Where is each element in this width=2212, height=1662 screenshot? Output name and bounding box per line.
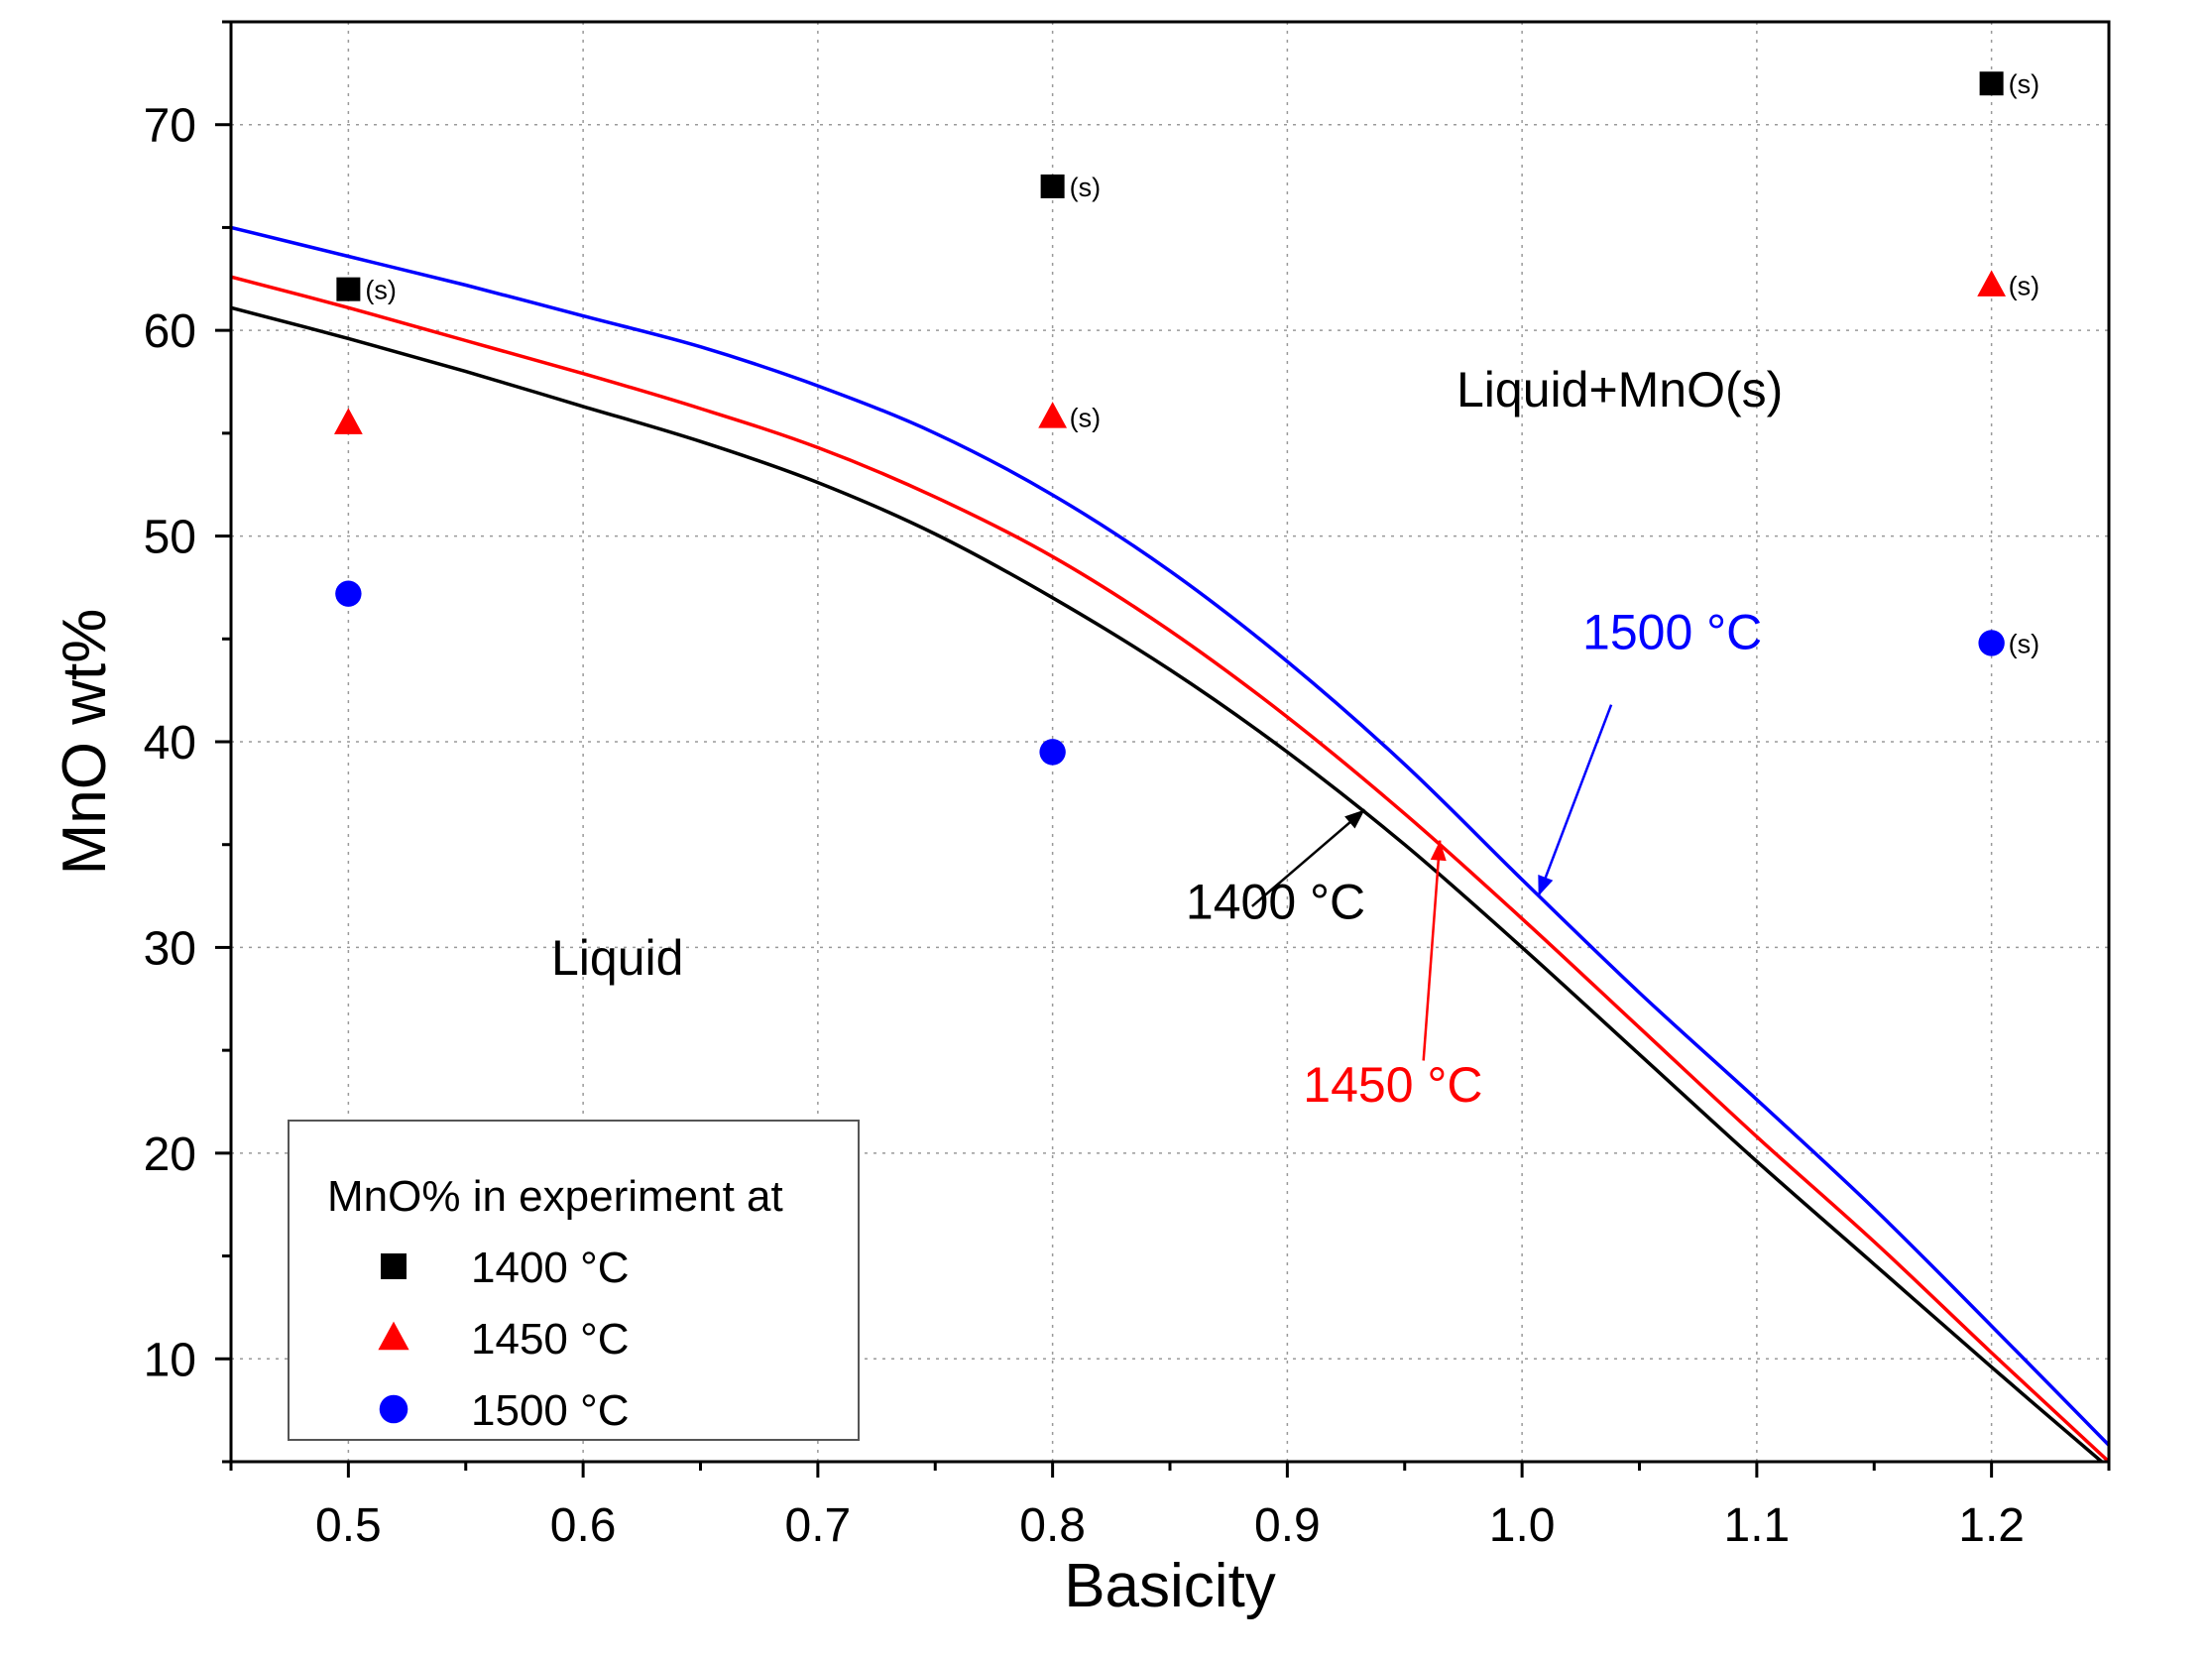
legend-marker-square: [381, 1253, 407, 1279]
y-tick-label: 50: [144, 512, 196, 564]
annotation-arrow-head: [1430, 840, 1447, 862]
solid-tag-label: (s): [1070, 403, 1101, 432]
y-tick-label: 60: [144, 305, 196, 358]
x-tick-label: 0.6: [550, 1499, 617, 1552]
legend-entry-label: 1450 °C: [471, 1315, 629, 1364]
solid-tag-label: (s): [1070, 173, 1101, 202]
annotation-arrow-head: [1538, 875, 1554, 896]
legend-marker-circle: [379, 1394, 408, 1424]
solid-tag-label: (s): [2009, 69, 2039, 99]
annotation-arrow-head: [1344, 809, 1365, 829]
experiment-marker-triangle: [333, 408, 363, 434]
region-label-liquid-mno: Liquid+MnO(s): [1456, 362, 1783, 417]
experiment-marker-triangle: [1977, 270, 2007, 297]
phase-boundary-curves: [231, 225, 2109, 1462]
curve-annotations: 1400 °C 1450 °C 1500 °C: [1186, 605, 1762, 1113]
x-tick-label: 0.7: [785, 1499, 852, 1552]
legend-box: [288, 1120, 860, 1441]
legend: MnO% in experiment at 1400 °C 1450 °C 1500…: [288, 1120, 860, 1441]
annotation-arrow-line: [1422, 840, 1442, 1061]
annotation-arrow-line: [1251, 808, 1366, 907]
y-tick-label: 70: [144, 100, 196, 153]
annotation-label-1450-c: 1450 °C: [1303, 1057, 1482, 1113]
solid-tag-label: (s): [2009, 629, 2039, 658]
x-tick-label: 1.2: [1958, 1499, 2025, 1552]
axis-ticks: [215, 20, 2111, 1478]
annotation-label-1400-c: 1400 °C: [1186, 874, 1365, 929]
experiment-marker-square: [1040, 174, 1065, 198]
solid-tag-label: (s): [365, 276, 396, 305]
x-tick-label: 0.5: [315, 1499, 382, 1552]
region-label-liquid: Liquid: [551, 930, 683, 986]
x-tick-label: 1.0: [1489, 1499, 1556, 1552]
experiment-marker-circle: [335, 580, 362, 607]
experiment-marker-circle: [1039, 739, 1066, 766]
experiment-marker-circle: [1978, 630, 2005, 656]
annotation-label-1500-c: 1500 °C: [1582, 605, 1762, 660]
y-axis-title: MnO wt%: [51, 609, 119, 876]
experiment-markers: (s) (s) (s) (s) (s) (s): [333, 69, 2039, 766]
legend-entry-label: 1400 °C: [471, 1244, 629, 1292]
x-tick-label: 1.1: [1724, 1499, 1791, 1552]
curve-1450-c: [231, 275, 2109, 1462]
x-tick-label: 0.9: [1254, 1499, 1321, 1552]
curve-1500-c: [231, 225, 2109, 1447]
y-tick-label: 30: [144, 922, 196, 975]
experiment-marker-square: [1979, 71, 2004, 96]
legend-entries: 1400 °C 1450 °C 1500 °C: [378, 1244, 629, 1435]
x-tick-label: 0.8: [1019, 1499, 1086, 1552]
y-tick-label: 10: [144, 1334, 196, 1386]
experiment-marker-square: [336, 277, 361, 301]
legend-title: MnO% in experiment at: [327, 1172, 783, 1221]
solid-tag-label: (s): [2009, 272, 2039, 301]
axis-tick-labels: 0.5 0.6 0.7 0.8 0.9 1.0 1.1 1.2 10 20 30 40 50 60 70: [144, 100, 2025, 1552]
y-tick-label: 40: [144, 717, 196, 770]
curve-1400-c: [231, 305, 2105, 1462]
y-tick-label: 20: [144, 1128, 196, 1181]
legend-entry-label: 1500 °C: [471, 1386, 629, 1435]
annotation-arrow-line: [1537, 704, 1613, 897]
experiment-marker-triangle: [1038, 402, 1068, 428]
legend-marker-triangle: [378, 1321, 409, 1351]
x-axis-title: Basicity: [1064, 1552, 1276, 1620]
